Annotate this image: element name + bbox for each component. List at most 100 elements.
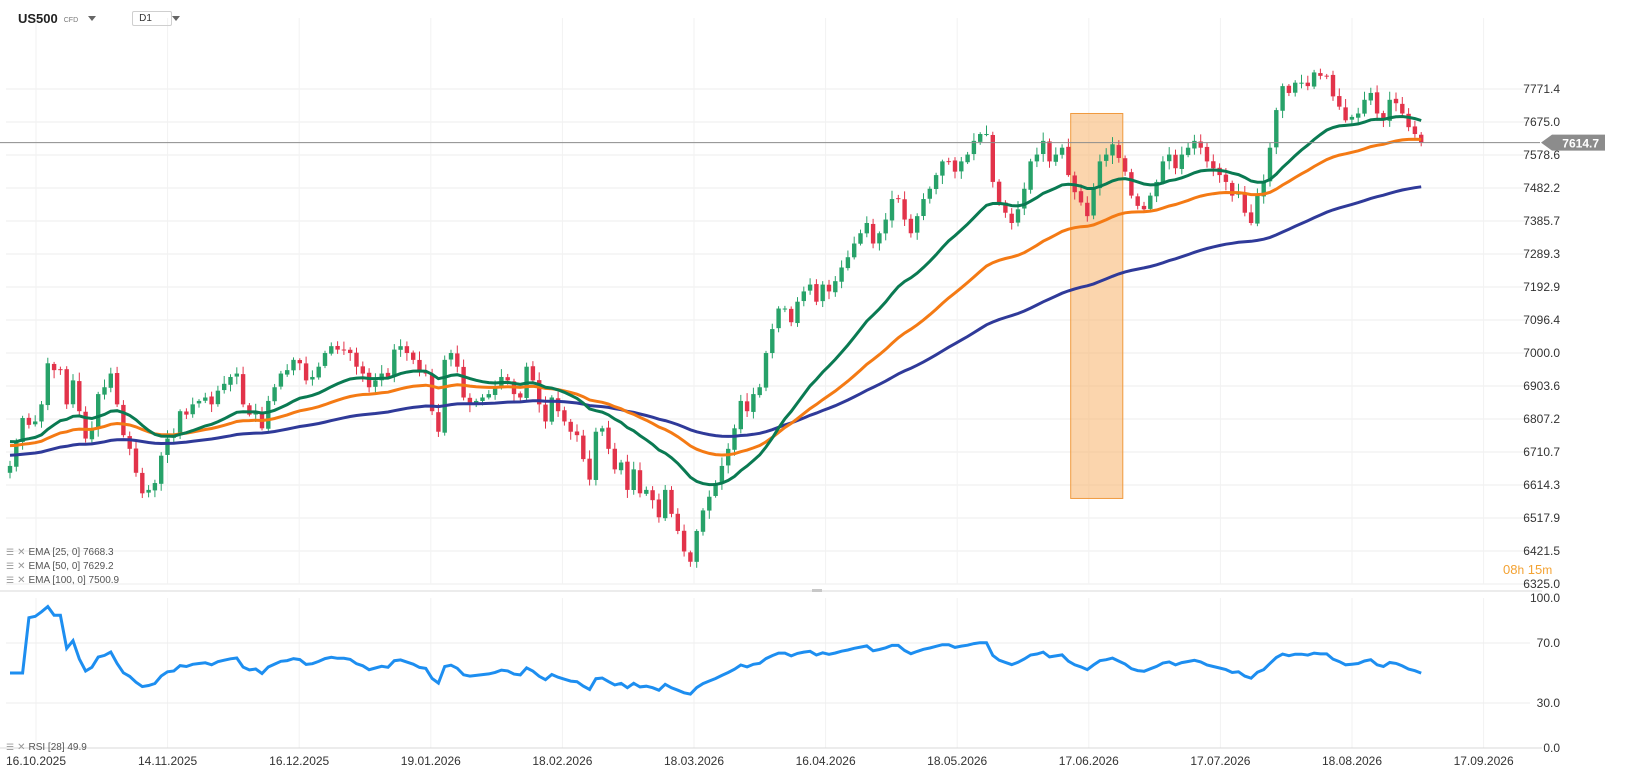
- candle-body: [530, 366, 536, 381]
- candle-body: [45, 363, 50, 406]
- candle-body: [543, 404, 548, 422]
- candle-body: [1261, 181, 1266, 197]
- candle-body: [1356, 113, 1361, 118]
- candle-body: [581, 435, 586, 460]
- candle-body: [83, 411, 88, 439]
- timeframe-dropdown-icon[interactable]: [171, 15, 180, 21]
- candle-body: [908, 218, 914, 234]
- candle-body: [537, 380, 542, 405]
- candle-body: [1267, 147, 1273, 182]
- candle-body: [820, 284, 825, 302]
- candle-body: [1192, 140, 1197, 149]
- remove-icon[interactable]: ✕: [17, 546, 26, 558]
- y-tick-label: 6807.2: [1523, 412, 1560, 426]
- candle-body: [228, 376, 233, 385]
- candle-body: [303, 363, 309, 381]
- candle-body: [1022, 188, 1027, 209]
- candle-body: [965, 154, 970, 163]
- timer-h-unit: h: [1517, 563, 1525, 577]
- candle-body: [1374, 92, 1380, 114]
- candle-body: [984, 134, 989, 136]
- candle-body: [1110, 144, 1115, 156]
- candle-body: [272, 387, 277, 402]
- timeframe-select[interactable]: D1: [132, 10, 180, 26]
- candle-body: [58, 369, 63, 371]
- candle-body: [366, 372, 372, 388]
- candle-body: [1223, 174, 1229, 182]
- candle-body: [1343, 107, 1348, 121]
- candle-body: [385, 372, 391, 377]
- candle-body: [1104, 154, 1109, 161]
- candle-body: [1330, 74, 1336, 97]
- candle-body: [1324, 75, 1329, 77]
- candle-body: [833, 281, 838, 293]
- candle-body: [291, 359, 296, 371]
- candle-body: [1299, 82, 1304, 84]
- y-tick-label: 6710.7: [1523, 445, 1560, 459]
- y-tick-label: 7771.4: [1523, 82, 1560, 96]
- candle-body: [404, 346, 410, 354]
- candle-body: [196, 400, 202, 404]
- candle-body: [1028, 161, 1033, 190]
- candle-body: [329, 346, 334, 354]
- rsi-tick-label: 100.0: [1530, 591, 1560, 605]
- candle-body: [1085, 202, 1090, 217]
- settings-icon[interactable]: ☰: [6, 560, 15, 571]
- symbol-name[interactable]: US500: [18, 10, 58, 26]
- settings-icon[interactable]: ☰: [6, 574, 15, 585]
- candle-body: [467, 397, 473, 405]
- candle-body: [675, 513, 680, 531]
- candle-body: [222, 383, 227, 391]
- candle-body: [952, 160, 958, 172]
- remove-icon[interactable]: ✕: [17, 560, 26, 572]
- x-tick-label: 19.01.2026: [401, 754, 461, 768]
- timer-minutes: 15: [1527, 562, 1543, 577]
- candle-body: [89, 428, 95, 440]
- candle-body: [1148, 195, 1153, 209]
- candle-body: [732, 428, 737, 450]
- remove-icon[interactable]: ✕: [17, 741, 26, 753]
- candle-body: [1406, 113, 1411, 128]
- candle-body: [442, 359, 447, 433]
- candle-body: [1154, 181, 1159, 197]
- candle-body: [568, 421, 573, 432]
- candle-body: [996, 181, 1002, 203]
- candle-body: [795, 301, 800, 324]
- candle-body: [102, 387, 107, 395]
- candle-body: [215, 390, 221, 405]
- settings-icon[interactable]: ☰: [6, 741, 15, 752]
- candle-body: [959, 161, 964, 172]
- y-tick-label: 6325.0: [1523, 577, 1560, 591]
- candle-body: [1387, 99, 1392, 121]
- candle-body: [177, 411, 183, 436]
- symbol-dropdown-icon[interactable]: [88, 15, 97, 21]
- candle-body: [335, 345, 340, 350]
- settings-icon[interactable]: ☰: [6, 546, 15, 557]
- candle-body: [1091, 188, 1096, 216]
- candle-body: [1255, 195, 1260, 224]
- candle-body: [839, 267, 844, 282]
- candle-body: [562, 410, 567, 422]
- candle-body: [1135, 196, 1140, 206]
- legend-ema50: ☰ ✕ EMA [50, 0] 7629.2: [6, 560, 114, 572]
- candle-body: [1179, 154, 1184, 169]
- candle-body: [889, 199, 895, 221]
- y-tick-label: 7096.4: [1523, 313, 1560, 327]
- remove-icon[interactable]: ✕: [17, 574, 26, 586]
- candle-body: [96, 394, 101, 429]
- x-tick-label: 18.02.2026: [532, 754, 592, 768]
- candle-body: [1305, 82, 1310, 87]
- candle-body: [114, 373, 120, 405]
- candle-body: [1198, 141, 1203, 148]
- candle-body: [1286, 85, 1292, 93]
- candle-body: [593, 431, 599, 480]
- legend-rsi-label: RSI [28] 49.9: [28, 741, 87, 753]
- candle-body: [896, 198, 901, 200]
- x-tick-label: 14.11.2025: [138, 754, 197, 768]
- candle-body: [492, 387, 498, 395]
- candle-body: [1053, 154, 1058, 162]
- candle-body: [411, 352, 416, 360]
- candle-body: [1337, 96, 1342, 107]
- candle-body: [159, 455, 164, 484]
